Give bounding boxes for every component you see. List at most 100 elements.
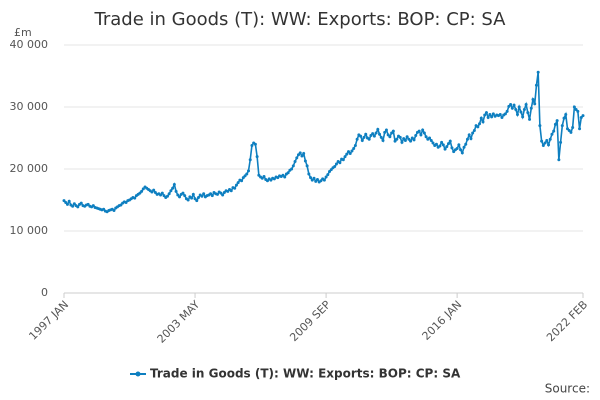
point [462, 145, 466, 149]
point [550, 132, 554, 136]
point [536, 70, 540, 74]
point [455, 147, 459, 151]
point [538, 124, 542, 128]
point [543, 141, 547, 145]
point [165, 194, 169, 198]
point [283, 175, 287, 179]
point [564, 112, 568, 116]
point [388, 135, 392, 139]
point [467, 133, 471, 137]
point [303, 159, 307, 163]
point [359, 134, 363, 138]
point [300, 154, 304, 158]
point [353, 143, 357, 147]
point [167, 192, 171, 196]
point [398, 135, 402, 139]
point [519, 110, 523, 114]
point [529, 106, 533, 110]
point [548, 137, 552, 141]
point [545, 138, 549, 142]
point [440, 140, 444, 144]
point [248, 158, 252, 162]
point [514, 107, 518, 111]
x-tick-label: 2003 MAY [155, 298, 203, 346]
point [476, 125, 480, 129]
point [324, 175, 328, 179]
legend-symbol-marker [135, 371, 141, 377]
point [450, 146, 454, 150]
point [186, 198, 190, 202]
point [509, 103, 513, 107]
point [414, 134, 418, 138]
point [465, 137, 469, 141]
point [240, 179, 244, 183]
y-unit: £m [14, 26, 32, 39]
point [326, 173, 330, 177]
point [290, 167, 294, 171]
point [547, 143, 551, 147]
point [253, 142, 257, 146]
y-tick-label: 20 000 [10, 162, 49, 175]
point [391, 129, 395, 133]
point [490, 115, 494, 119]
point [517, 105, 521, 109]
point [171, 186, 175, 190]
point [447, 142, 451, 146]
point [215, 192, 219, 196]
point [236, 181, 240, 185]
point [576, 109, 580, 113]
point [486, 116, 490, 120]
point [152, 188, 156, 192]
point [429, 138, 433, 142]
point [522, 107, 526, 111]
point [360, 138, 364, 142]
point [481, 120, 485, 124]
point [312, 176, 316, 180]
point [233, 186, 237, 190]
point [341, 158, 345, 162]
point [431, 141, 435, 145]
point [286, 171, 290, 175]
point [491, 112, 495, 116]
point [302, 152, 306, 155]
point [221, 193, 225, 197]
point [79, 201, 83, 205]
point [400, 140, 404, 144]
point [333, 165, 337, 169]
point [309, 176, 313, 180]
point [200, 194, 204, 198]
point [498, 112, 502, 116]
point [112, 209, 116, 213]
point [202, 192, 206, 196]
point [315, 178, 319, 182]
point [376, 127, 380, 131]
point [183, 194, 187, 198]
point [533, 102, 537, 106]
point [552, 129, 556, 133]
point [196, 196, 200, 200]
y-tick-label: 30 000 [10, 100, 49, 113]
point [505, 109, 509, 113]
source: Source: [545, 382, 590, 396]
x-tick-label: 1997 JAN [26, 298, 71, 343]
point [471, 131, 475, 135]
point [234, 183, 238, 187]
point [403, 138, 407, 142]
point [291, 164, 295, 168]
point [374, 131, 378, 135]
point [524, 103, 528, 107]
point [557, 158, 561, 162]
point [512, 103, 516, 107]
point [307, 172, 311, 176]
point [250, 143, 254, 147]
point [246, 169, 250, 173]
point [210, 194, 214, 198]
point [479, 116, 483, 120]
y-tick-label: 40 000 [10, 38, 49, 51]
point [412, 138, 416, 142]
point [174, 189, 178, 193]
point [472, 129, 476, 133]
point [448, 139, 452, 143]
y-tick-label: 10 000 [10, 224, 49, 237]
